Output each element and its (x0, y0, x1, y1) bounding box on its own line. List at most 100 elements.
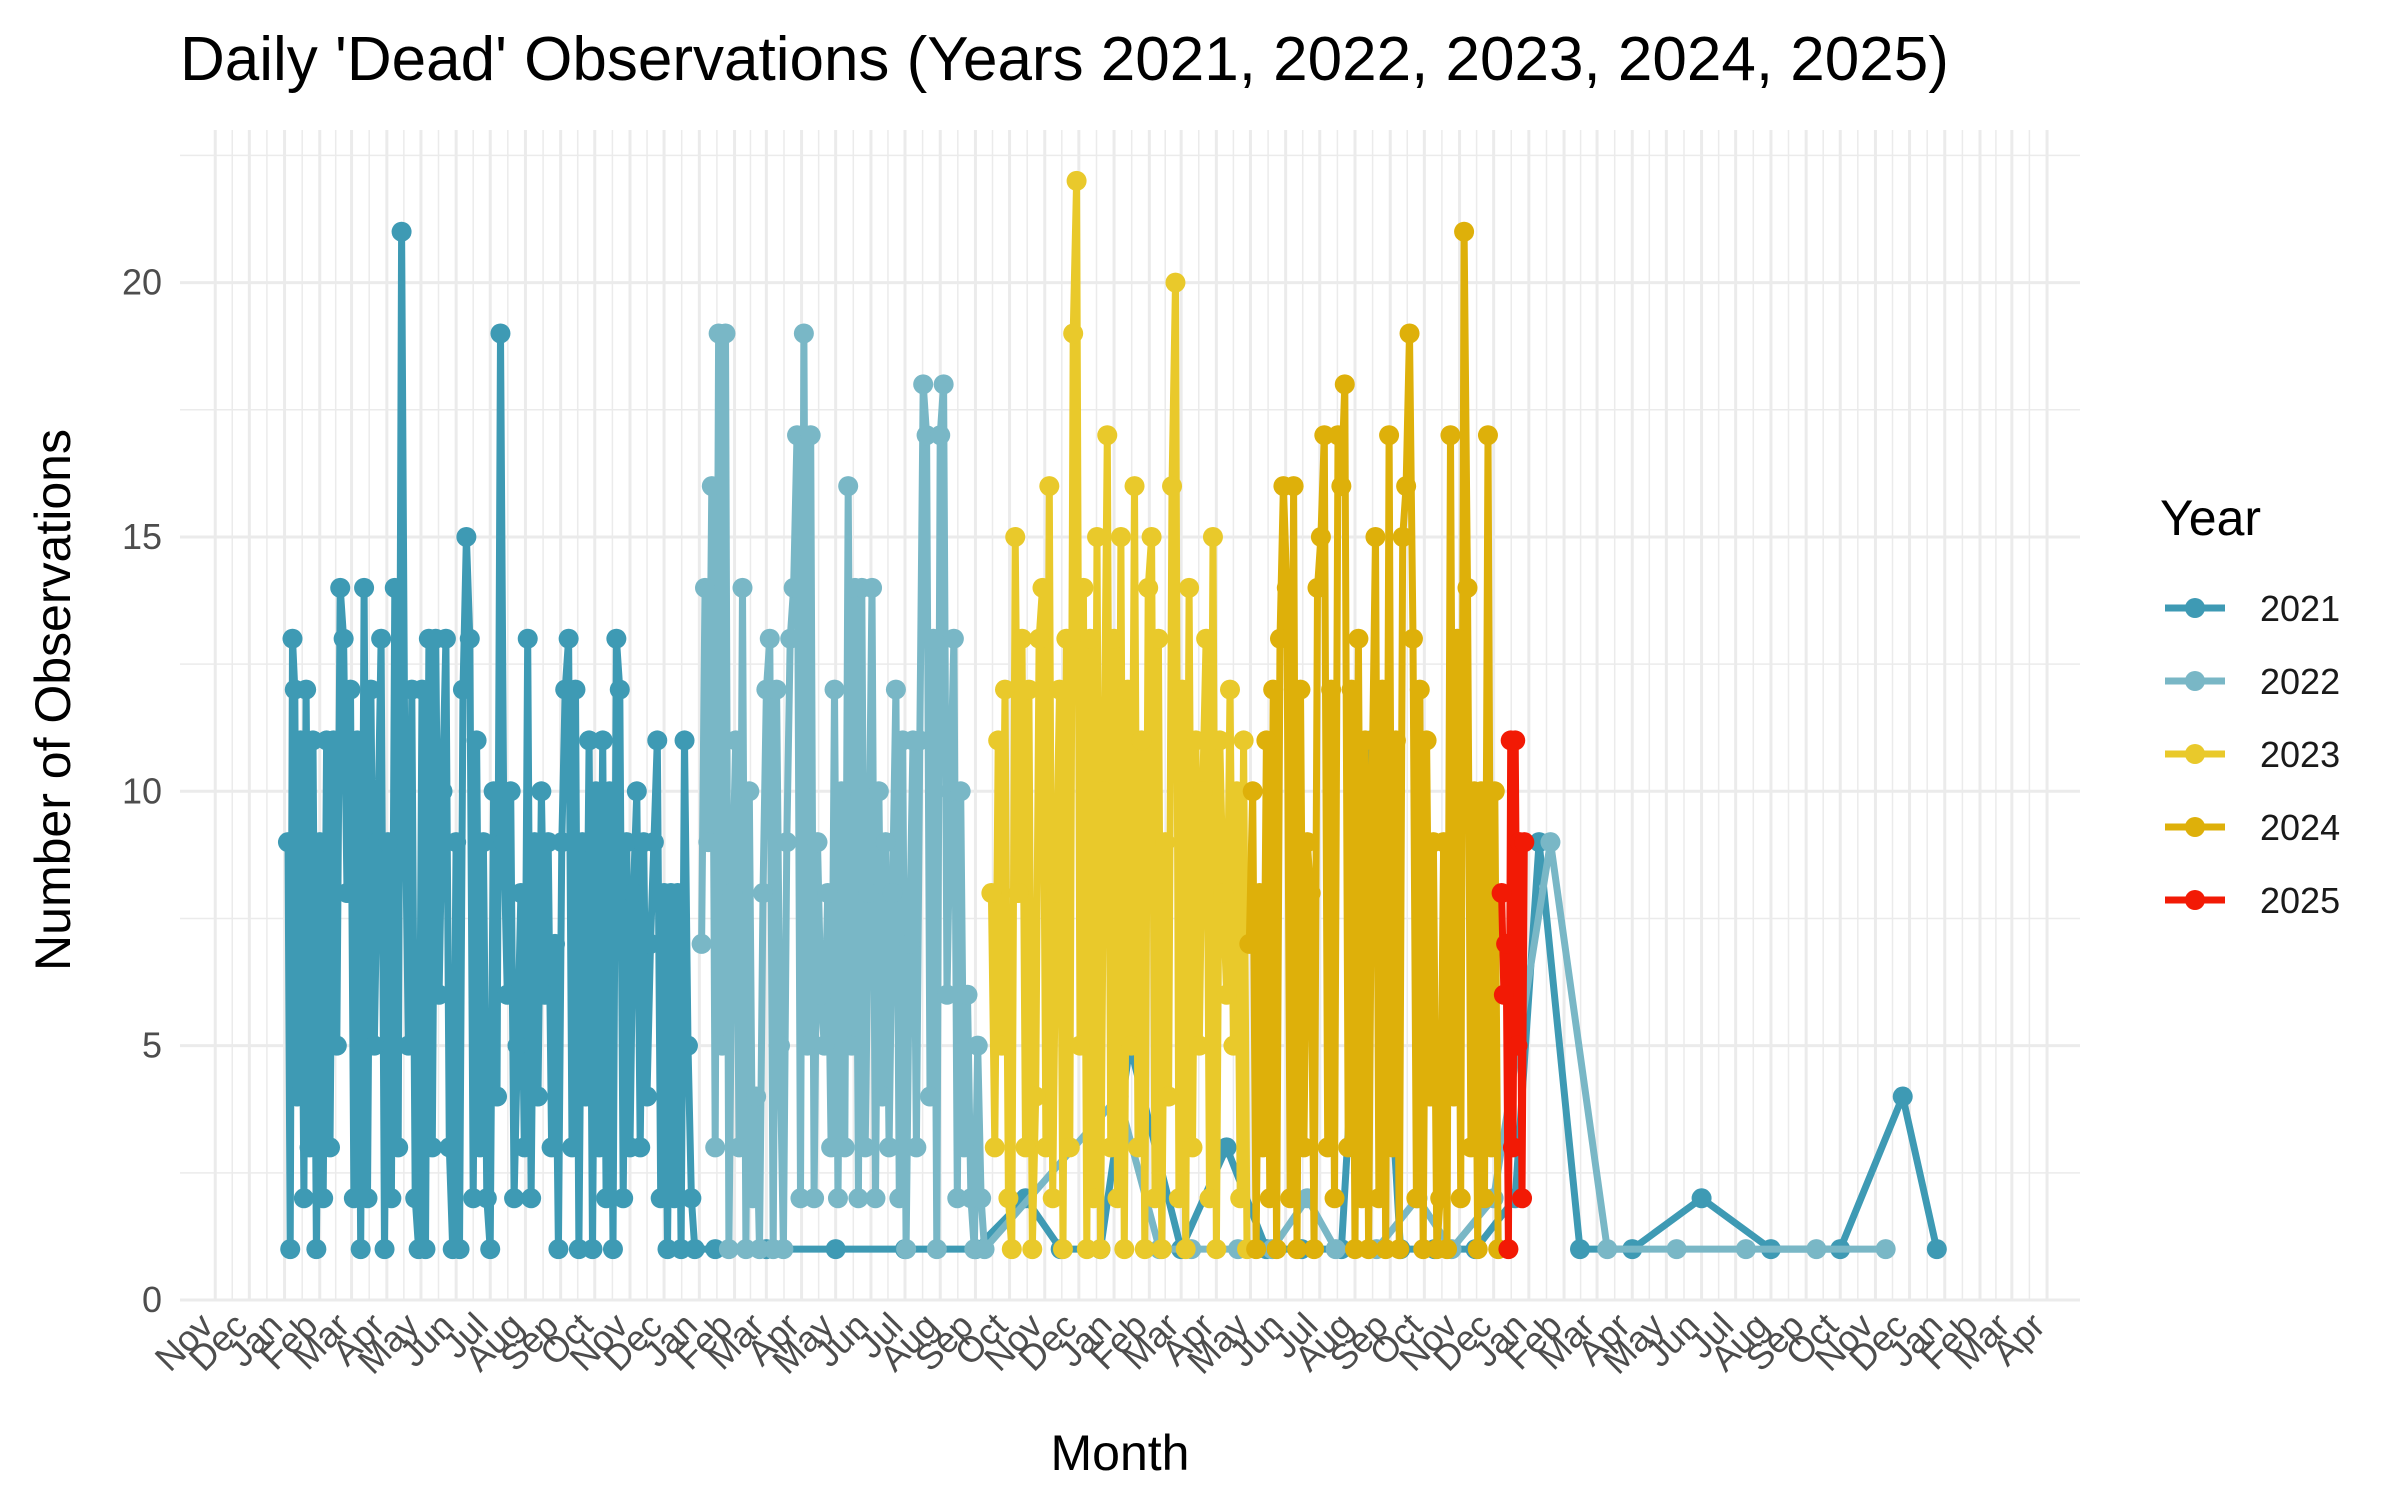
data-point (797, 1035, 818, 1056)
data-point (459, 628, 480, 649)
data-point (422, 1137, 443, 1158)
data-point (1213, 883, 1234, 904)
data-point (446, 832, 467, 853)
data-point (347, 730, 368, 751)
data-point (1249, 883, 1270, 904)
legend-title: Year (2160, 490, 2261, 546)
data-point (313, 1188, 334, 1209)
data-point (1226, 781, 1247, 802)
legend-label: 2023 (2260, 734, 2340, 775)
data-point (643, 832, 664, 853)
data-point (1396, 476, 1417, 497)
data-point (521, 1188, 542, 1209)
data-point (1104, 628, 1125, 649)
data-point (1420, 1086, 1440, 1107)
data-point (1385, 730, 1406, 751)
data-point (1875, 1239, 1896, 1260)
data-point (841, 1035, 862, 1056)
data-point (1447, 628, 1468, 649)
data-point (923, 628, 944, 649)
data-point (1493, 984, 1514, 1005)
data-point (391, 221, 412, 242)
data-point (1001, 1239, 1022, 1260)
data-point (435, 628, 456, 649)
data-point (712, 1035, 733, 1056)
data-point (565, 679, 586, 700)
data-point (909, 730, 930, 751)
data-point (1491, 883, 1512, 904)
data-point (988, 730, 1009, 751)
data-point (1334, 374, 1355, 395)
data-point (1202, 526, 1223, 547)
data-point (776, 832, 797, 853)
legend-key-point (2185, 598, 2205, 618)
data-point (954, 1137, 975, 1158)
data-point (817, 883, 838, 904)
data-point (541, 1137, 562, 1158)
data-point (1083, 1188, 1104, 1209)
data-point (449, 1239, 470, 1260)
data-point (473, 832, 494, 853)
data-point (1382, 1137, 1403, 1158)
data-point (330, 577, 351, 598)
legend: 2021 2022 2023 2024 2025 (2165, 588, 2340, 921)
data-point (937, 984, 958, 1005)
data-point (1477, 425, 1498, 446)
data-point (377, 832, 398, 853)
data-point (1220, 679, 1240, 700)
data-point (824, 679, 845, 700)
data-point (483, 781, 504, 802)
y-tick-label: 5 (142, 1025, 162, 1066)
data-point (1310, 526, 1331, 547)
data-point (1348, 628, 1369, 649)
data-point (906, 1137, 927, 1158)
data-point (1025, 1086, 1046, 1107)
data-point (800, 425, 821, 446)
data-point (1066, 170, 1087, 191)
data-point (1168, 1188, 1189, 1209)
data-point (405, 1188, 426, 1209)
data-point (1540, 832, 1561, 853)
data-point (889, 1188, 910, 1209)
data-point (1507, 1035, 1528, 1056)
legend-item: 2022 (2165, 661, 2340, 702)
data-point (1276, 577, 1297, 598)
data-point (1127, 1137, 1148, 1158)
data-point (476, 1188, 497, 1209)
data-point (950, 781, 971, 802)
data-point (770, 1035, 790, 1056)
data-point (640, 933, 661, 954)
data-point (1355, 730, 1376, 751)
data-point (1165, 272, 1186, 293)
data-point (582, 1239, 603, 1260)
legend-label: 2021 (2260, 588, 2340, 629)
data-point (551, 832, 572, 853)
data-point (534, 984, 555, 1005)
data-point (493, 832, 514, 853)
data-point (1321, 679, 1342, 700)
data-point (647, 730, 668, 751)
data-point (1287, 1239, 1308, 1260)
data-point (1514, 832, 1535, 853)
data-point (357, 1188, 378, 1209)
legend-key-point (2185, 671, 2205, 691)
data-point (1148, 628, 1169, 649)
data-point (415, 1239, 436, 1260)
data-point (746, 1086, 767, 1107)
data-point (1233, 730, 1254, 751)
data-point (1242, 781, 1263, 802)
data-point (616, 832, 637, 853)
data-point (882, 883, 903, 904)
data-point (1806, 1239, 1827, 1260)
data-point (1216, 984, 1237, 1005)
data-point (998, 1188, 1019, 1209)
data-point (1666, 1239, 1687, 1260)
data-point (1450, 1188, 1471, 1209)
data-point (592, 730, 613, 751)
data-point (1362, 781, 1383, 802)
data-point (1134, 1239, 1155, 1260)
data-point (490, 323, 511, 344)
data-point (722, 883, 743, 904)
data-point (280, 1239, 301, 1260)
data-point (896, 1239, 917, 1260)
